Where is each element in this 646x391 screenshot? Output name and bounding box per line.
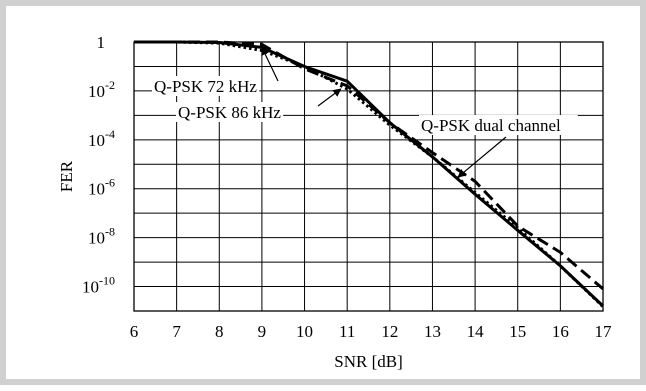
x-tick-label: 16 <box>552 322 569 341</box>
x-tick-label: 10 <box>296 322 313 341</box>
annotation-arrow <box>261 46 279 82</box>
annotation-label: Q-PSK 72 kHz <box>154 77 257 96</box>
x-tick-label: 9 <box>258 322 267 341</box>
x-axis-label: SNR [dB] <box>334 352 402 371</box>
x-tick-label: 13 <box>424 322 441 341</box>
annotation-arrow <box>457 136 507 178</box>
x-tick-label: 6 <box>130 322 139 341</box>
x-tick-label: 17 <box>595 322 613 341</box>
annotation-label-background <box>152 76 260 96</box>
annotation-label-background <box>176 102 284 122</box>
y-tick-label: 1 <box>97 33 106 52</box>
x-tick-label: 15 <box>509 322 526 341</box>
series-line-3 <box>134 40 604 291</box>
x-tick-label: 8 <box>215 322 224 341</box>
y-tick-label: 10-8 <box>88 225 115 248</box>
fer-vs-snr-chart: 6 7 8 9 10 11 12 13 14 15 16 17 1 10-2 10-4 10-6 10-8 10-… <box>57 33 613 371</box>
plot-area-border <box>133 41 604 312</box>
y-tick-label: 10-2 <box>88 78 115 101</box>
x-tick-label: 12 <box>381 322 398 341</box>
x-tick-label: 7 <box>172 322 181 341</box>
annotation-label: Q-PSK 86 kHz <box>178 103 281 122</box>
y-tick-label: 10-10 <box>82 274 115 297</box>
x-tick-label: 11 <box>339 322 355 341</box>
x-tick-label: 14 <box>467 322 485 341</box>
y-tick-label: 10-6 <box>88 176 115 199</box>
y-tick-label: 10-4 <box>88 127 115 150</box>
annotation-arrow <box>317 88 342 107</box>
annotation-label-background <box>419 115 578 135</box>
y-axis-label: FER <box>57 160 76 192</box>
annotation-label: Q-PSK dual channel <box>421 116 561 135</box>
